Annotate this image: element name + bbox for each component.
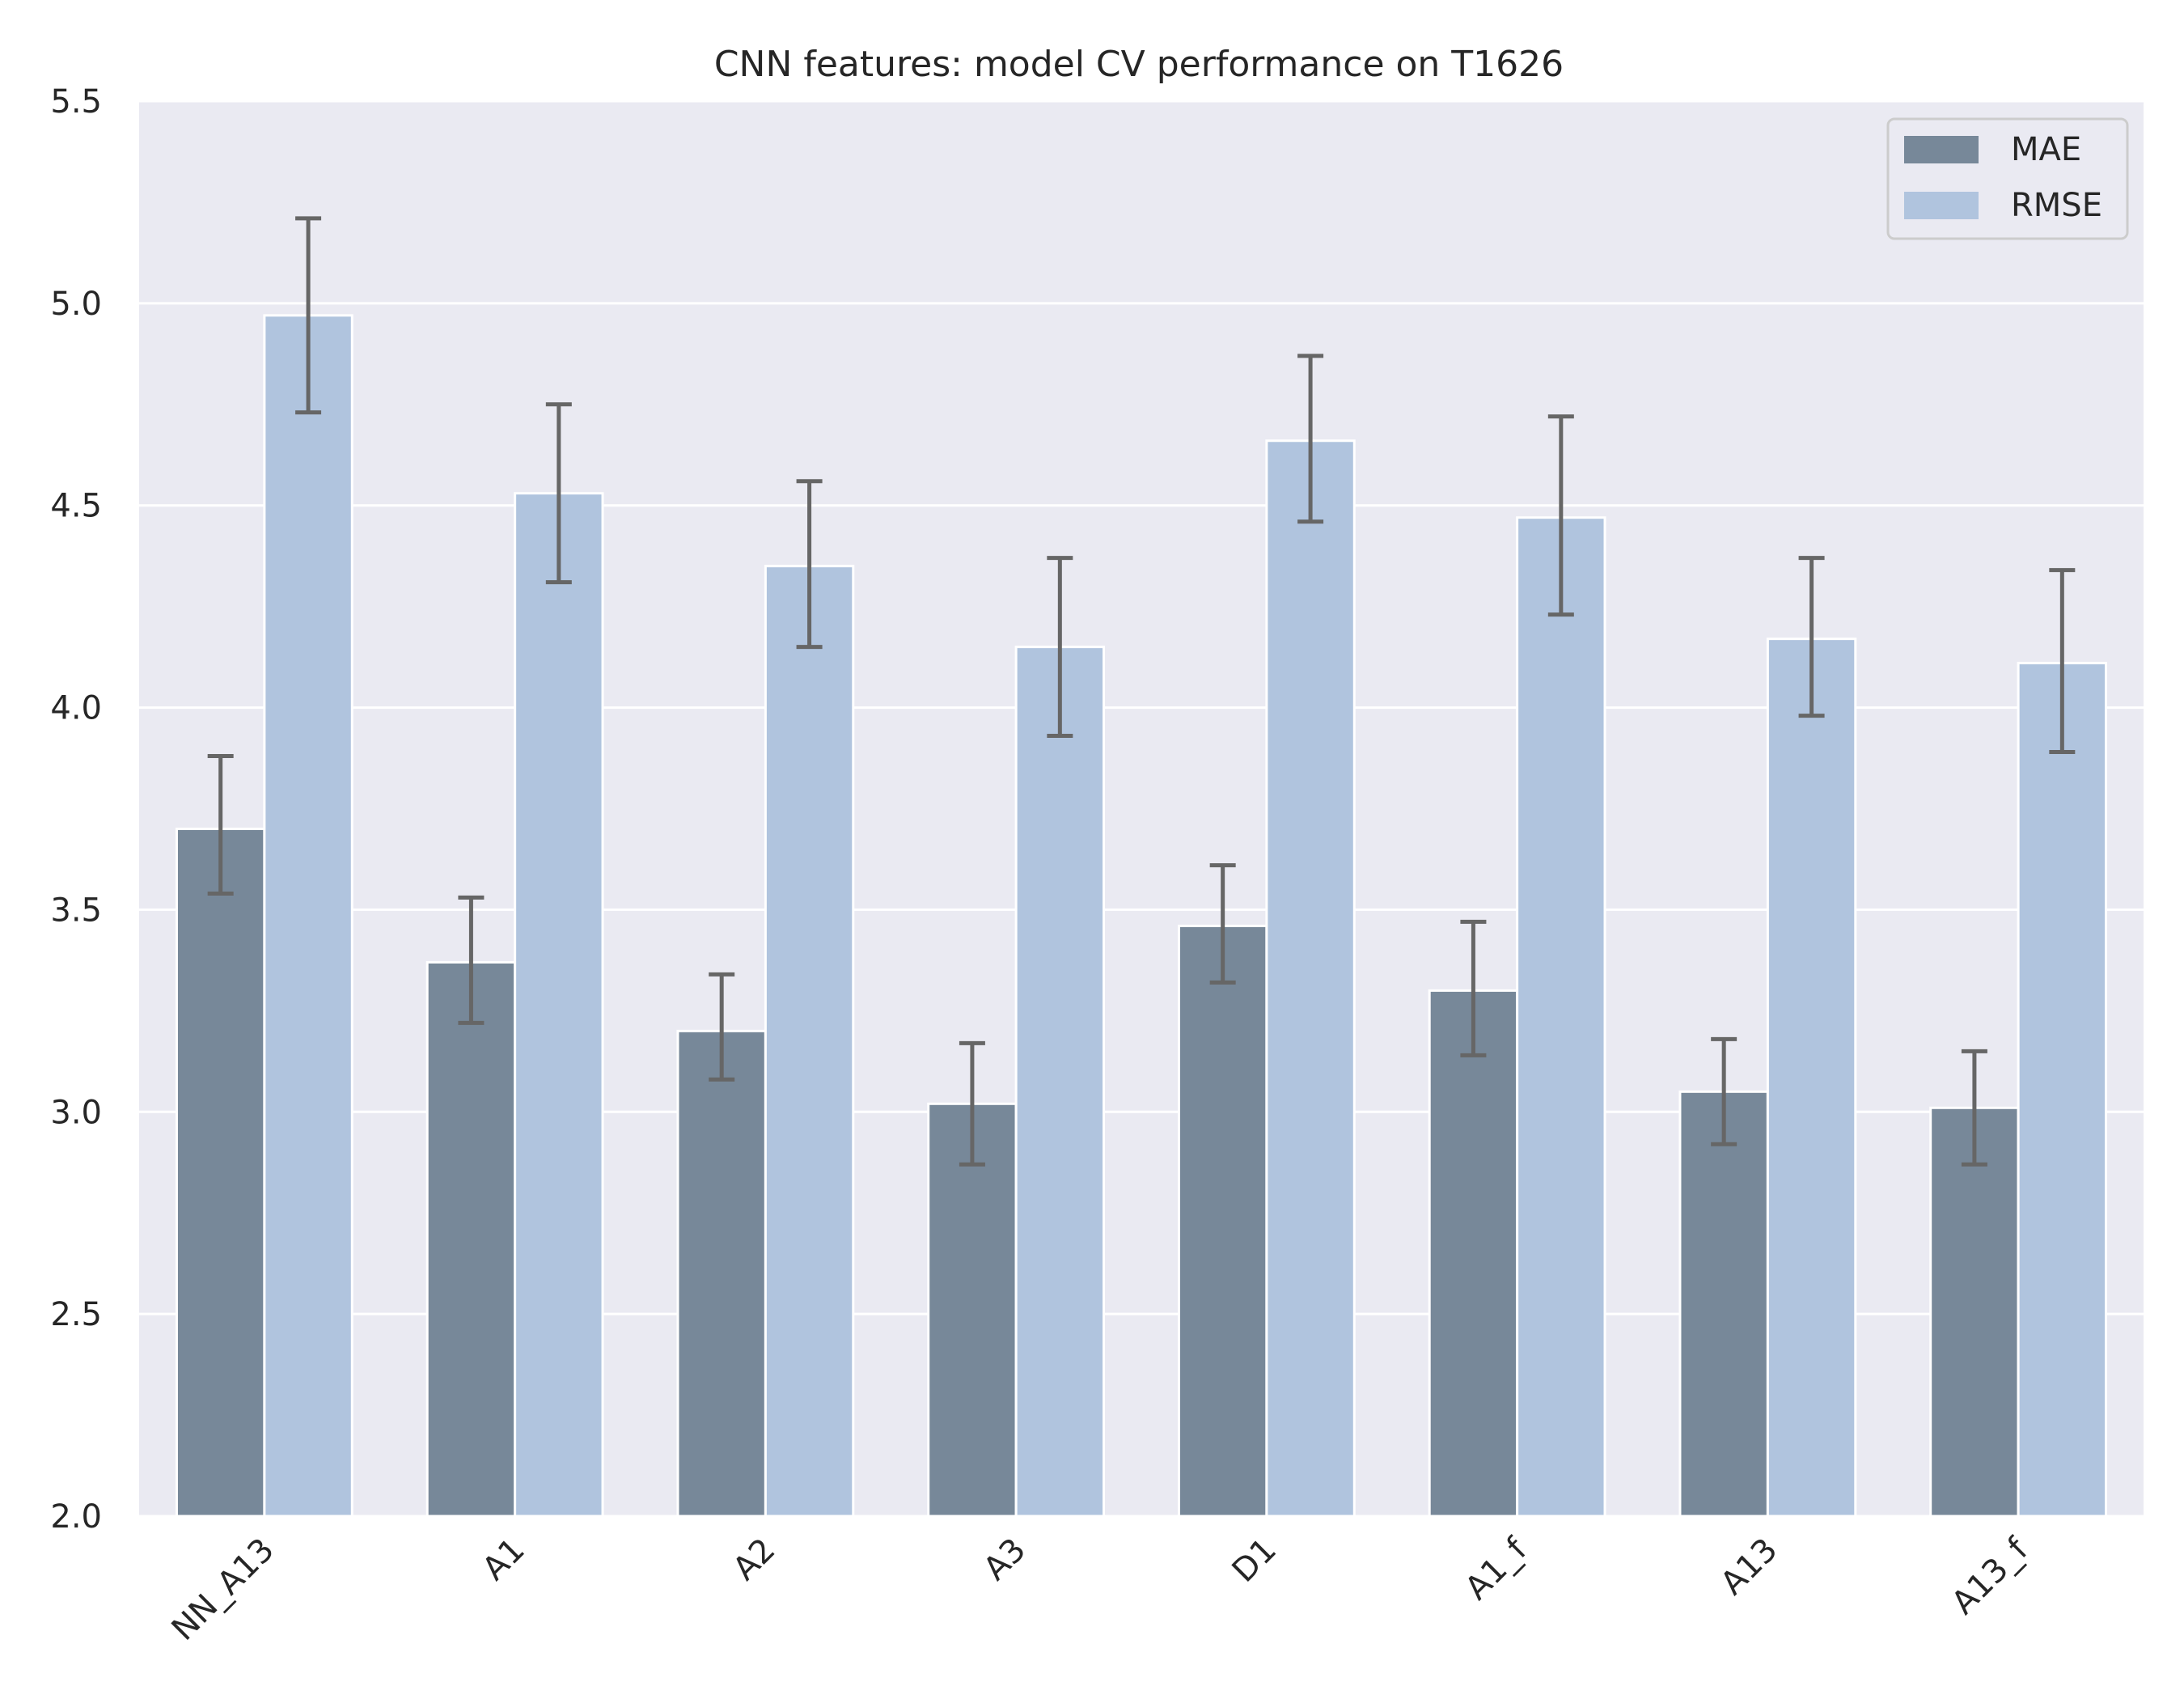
- bar-rmse-a1: [514, 492, 604, 1518]
- error-bars: [207, 216, 2076, 1167]
- x-tick-label: A13_f: [1945, 1531, 2036, 1622]
- x-tick-label: A13: [1714, 1532, 1785, 1603]
- bars: [175, 314, 2108, 1518]
- y-tick-label: 3.0: [50, 1094, 102, 1131]
- y-tick-label: 5.0: [50, 286, 102, 323]
- y-axis-ticks: 2.0 2.5 3.0 3.5 4.0 4.5 5.0 5.5: [50, 83, 102, 1536]
- bar-rmse-d1: [1265, 439, 1356, 1518]
- bar-mae-nn-a13: [175, 827, 266, 1518]
- y-tick-label: 3.5: [50, 892, 102, 929]
- bar-mae-a13-f: [1929, 1106, 2020, 1518]
- y-tick-label: 5.5: [50, 83, 102, 121]
- y-tick-label: 4.0: [50, 690, 102, 727]
- bar-rmse-a1-f: [1516, 516, 1606, 1518]
- y-tick-label: 4.5: [50, 488, 102, 525]
- bar-rmse-a13: [1766, 638, 1857, 1518]
- bar-rmse-a3: [1014, 646, 1106, 1518]
- legend-label-rmse: RMSE: [2011, 187, 2102, 224]
- bar-rmse-nn-a13: [263, 314, 353, 1518]
- legend: MAE RMSE: [1886, 117, 2129, 240]
- legend-swatch-rmse: [1904, 192, 1979, 219]
- x-tick-label: NN_A13: [165, 1532, 281, 1648]
- legend-label-mae: MAE: [2011, 131, 2081, 168]
- y-tick-label: 2.0: [50, 1498, 102, 1536]
- x-tick-label: D1: [1225, 1532, 1284, 1590]
- x-tick-label: A1_f: [1458, 1531, 1535, 1608]
- bar-mae-a2: [676, 1029, 767, 1518]
- bar-rmse-a2: [764, 565, 855, 1518]
- chart-title: CNN features: model CV performance on T1…: [714, 44, 1564, 85]
- y-tick-label: 2.5: [50, 1296, 102, 1333]
- bar-mae-a13: [1678, 1090, 1769, 1518]
- x-tick-label: A2: [726, 1532, 783, 1588]
- bar-mae-a1: [425, 960, 517, 1518]
- x-tick-label: A1: [476, 1532, 532, 1588]
- x-tick-label: A3: [976, 1532, 1033, 1588]
- x-axis-ticks: NN_A13 A1 A2 A3 D1 A1_f A13 A13_f: [165, 1531, 2036, 1648]
- bar-rmse-a13-f: [2017, 662, 2108, 1518]
- bar-mae-a1-f: [1428, 989, 1519, 1518]
- bar-mae-d1: [1177, 924, 1268, 1518]
- legend-swatch-mae: [1904, 136, 1979, 163]
